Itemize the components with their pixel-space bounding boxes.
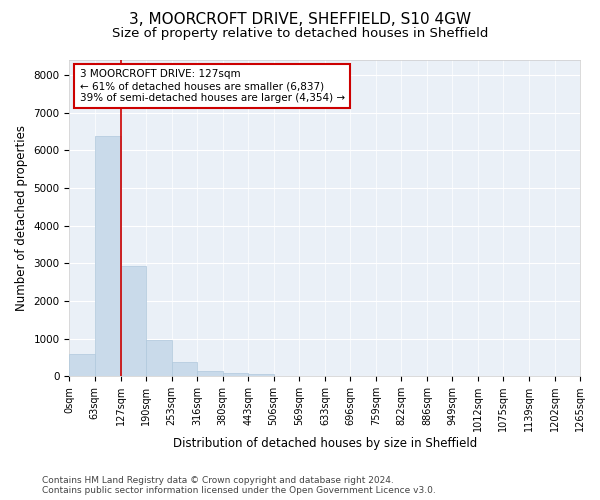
- Y-axis label: Number of detached properties: Number of detached properties: [15, 125, 28, 311]
- Bar: [197, 370, 223, 376]
- Bar: [248, 374, 274, 376]
- Bar: [146, 340, 172, 376]
- Bar: [223, 373, 248, 376]
- Bar: [70, 354, 95, 376]
- Bar: [172, 362, 197, 376]
- X-axis label: Distribution of detached houses by size in Sheffield: Distribution of detached houses by size …: [173, 437, 477, 450]
- Text: 3 MOORCROFT DRIVE: 127sqm
← 61% of detached houses are smaller (6,837)
39% of se: 3 MOORCROFT DRIVE: 127sqm ← 61% of detac…: [80, 70, 345, 102]
- Bar: [95, 136, 121, 376]
- Text: Size of property relative to detached houses in Sheffield: Size of property relative to detached ho…: [112, 28, 488, 40]
- Bar: [121, 266, 146, 376]
- Text: Contains HM Land Registry data © Crown copyright and database right 2024.
Contai: Contains HM Land Registry data © Crown c…: [42, 476, 436, 495]
- Text: 3, MOORCROFT DRIVE, SHEFFIELD, S10 4GW: 3, MOORCROFT DRIVE, SHEFFIELD, S10 4GW: [129, 12, 471, 28]
